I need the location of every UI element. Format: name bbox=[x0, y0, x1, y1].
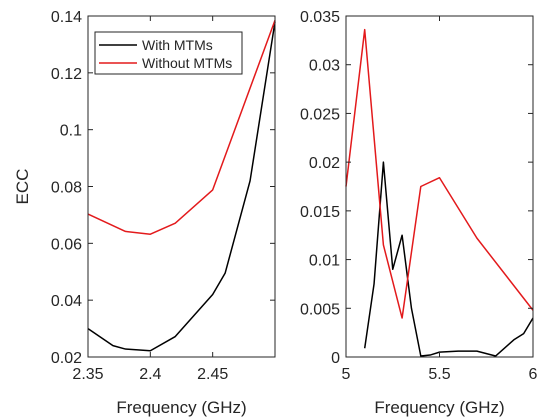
y-tick-label: 0.035 bbox=[300, 9, 340, 26]
legend-label: With MTMs bbox=[142, 37, 213, 53]
x-axis-label: Frequency (GHz) bbox=[374, 398, 504, 417]
y-tick-label: 0.025 bbox=[300, 106, 340, 123]
axes-frame bbox=[345, 15, 534, 358]
x-axis-label: Frequency (GHz) bbox=[116, 398, 246, 417]
series-line-with-mtms bbox=[363, 161, 534, 357]
y-tick-label: 0.08 bbox=[51, 180, 82, 197]
legend-label: Without MTMs bbox=[142, 55, 232, 71]
x-tick-label: 2.4 bbox=[139, 366, 161, 383]
y-tick-label: 0.1 bbox=[60, 123, 82, 140]
series-line-with-mtms bbox=[87, 21, 276, 352]
legend: With MTMs Without MTMs bbox=[94, 31, 243, 75]
y-axis-label: ECC bbox=[13, 169, 32, 205]
x-tick-label: 2.35 bbox=[72, 366, 103, 383]
x-tick-label: 5.5 bbox=[428, 366, 450, 383]
y-tick-label: 0.01 bbox=[309, 253, 340, 270]
x-tick-label: 6 bbox=[529, 366, 538, 383]
y-tick-label: 0.06 bbox=[51, 236, 82, 253]
series-line-without-mtms bbox=[345, 28, 534, 319]
y-tick-label: 0.02 bbox=[309, 155, 340, 172]
legend-box bbox=[94, 31, 243, 75]
y-tick-label: 0.14 bbox=[51, 9, 82, 26]
y-tick-label: 0.015 bbox=[300, 204, 340, 221]
y-tick-label: 0.02 bbox=[51, 350, 82, 367]
right-axes: 5 5.5 6 0 0.005 0.01 0.015 0.02 0.025 0.03 0.035 Fr… bbox=[300, 9, 538, 417]
y-tick-label: 0.12 bbox=[51, 66, 82, 83]
y-tick-label: 0.03 bbox=[309, 58, 340, 75]
y-tick-label: 0.04 bbox=[51, 293, 82, 310]
x-tick-label: 5 bbox=[342, 366, 351, 383]
y-tick-label: 0.005 bbox=[300, 301, 340, 318]
series-line-without-mtms bbox=[87, 20, 276, 235]
y-tick-label: 0 bbox=[331, 350, 340, 367]
left-axes: 2.35 2.4 2.45 0.02 0.04 0.06 0.08 0.1 0.12 0.14 Fr… bbox=[13, 9, 276, 417]
x-tick-label: 2.45 bbox=[197, 366, 228, 383]
